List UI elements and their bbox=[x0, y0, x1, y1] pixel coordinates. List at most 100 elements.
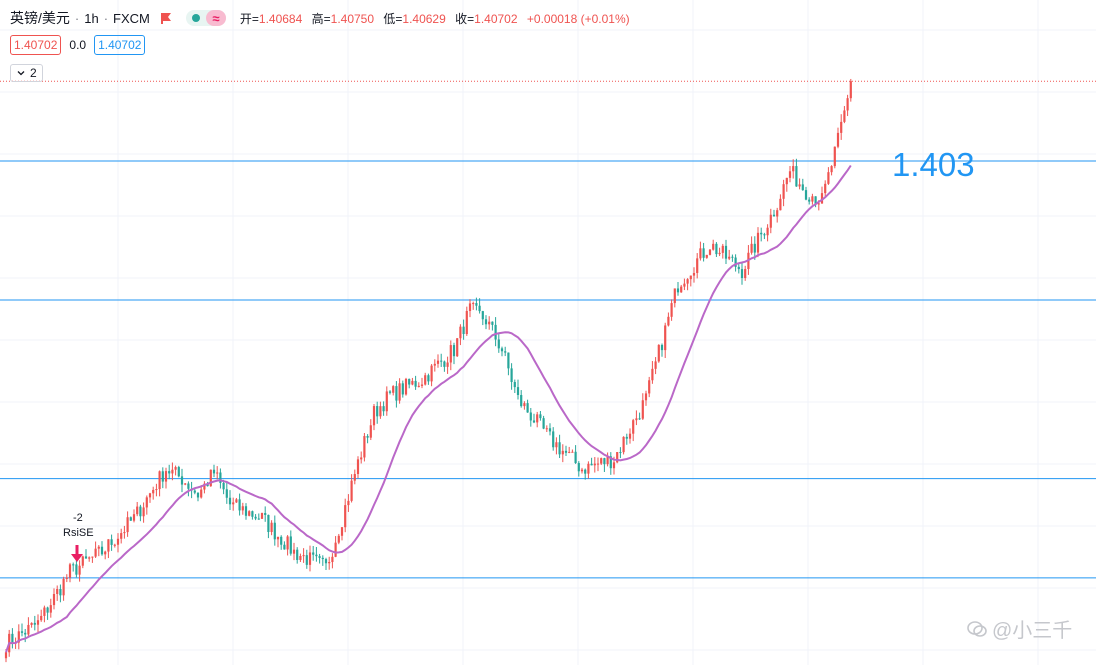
candle-body bbox=[104, 551, 107, 555]
candle-body bbox=[116, 538, 120, 545]
buy-price-button[interactable]: 1.40702 bbox=[94, 35, 146, 55]
candle-body bbox=[251, 511, 254, 517]
symbol-name[interactable]: 英镑/美元 bbox=[10, 10, 70, 26]
candle-body bbox=[324, 559, 328, 564]
candle-body bbox=[817, 203, 820, 205]
candle-body bbox=[139, 506, 142, 517]
candle-body bbox=[120, 533, 123, 539]
candle-body bbox=[836, 132, 840, 147]
candle-body bbox=[580, 469, 584, 472]
market-open-dot-icon bbox=[191, 14, 200, 22]
candle-body bbox=[683, 283, 686, 287]
candle-body bbox=[414, 380, 417, 387]
candle-body bbox=[814, 196, 817, 205]
candle-body bbox=[232, 502, 235, 505]
candle-body bbox=[33, 622, 36, 625]
candle-body bbox=[132, 514, 136, 521]
candle-body bbox=[648, 380, 651, 394]
candle-body bbox=[286, 536, 289, 550]
candle-body bbox=[344, 505, 347, 528]
flag-icon[interactable] bbox=[160, 12, 172, 24]
interval-label[interactable]: 1h bbox=[84, 10, 99, 26]
candle-body bbox=[542, 418, 545, 429]
candle-body bbox=[193, 490, 196, 493]
candle-body bbox=[283, 544, 286, 550]
candle-body bbox=[523, 403, 526, 407]
candle-body bbox=[334, 542, 337, 557]
candle-body bbox=[276, 536, 280, 540]
candle-body bbox=[376, 406, 379, 417]
candle-body bbox=[776, 210, 779, 217]
candle-body bbox=[699, 248, 702, 259]
candle-body bbox=[228, 497, 232, 505]
sell-price-button[interactable]: 1.40702 bbox=[10, 35, 62, 55]
ohlc-close-key: 收= bbox=[455, 11, 475, 26]
candle-body bbox=[420, 384, 424, 386]
candle-body bbox=[609, 456, 612, 469]
candle-body bbox=[830, 166, 833, 173]
candle-body bbox=[72, 564, 75, 566]
signal-value: -2 bbox=[73, 512, 83, 524]
candle-body bbox=[740, 269, 744, 279]
ohlc-values: 开=1.40684 高=1.40750 低=1.40629 收=1.40702 … bbox=[240, 10, 630, 27]
ohlc-close-value: 1.40702 bbox=[474, 11, 518, 26]
candle-body bbox=[811, 196, 814, 202]
candle-body bbox=[292, 549, 296, 554]
indicators-toggle-button[interactable]: 2 bbox=[10, 64, 43, 82]
candle-body bbox=[497, 339, 500, 349]
ohlc-low-key: 低= bbox=[383, 11, 403, 26]
candle-body bbox=[772, 214, 776, 217]
candle-body bbox=[363, 436, 366, 458]
candle-body bbox=[766, 227, 769, 236]
candle-body bbox=[408, 378, 411, 385]
candle-body bbox=[724, 245, 728, 259]
candle-body bbox=[568, 451, 571, 453]
candle-body bbox=[843, 110, 846, 122]
candle-body bbox=[113, 544, 116, 546]
candle-body bbox=[225, 489, 228, 498]
candle-body bbox=[478, 305, 481, 312]
candle-body bbox=[750, 243, 753, 253]
candle-body bbox=[824, 183, 827, 194]
candle-body bbox=[174, 467, 177, 470]
candle-body bbox=[353, 474, 356, 481]
candle-body bbox=[513, 382, 516, 388]
candle-body bbox=[4, 652, 8, 659]
candle-body bbox=[187, 483, 190, 489]
candle-body bbox=[539, 414, 542, 419]
market-status-pill[interactable]: ≈ bbox=[185, 10, 226, 26]
candle-body bbox=[494, 324, 497, 340]
candle-body bbox=[628, 433, 632, 439]
candle-body bbox=[500, 348, 504, 352]
candle-body bbox=[660, 344, 664, 351]
candle-body bbox=[340, 527, 344, 536]
candle-body bbox=[318, 556, 321, 558]
candle-body bbox=[398, 383, 401, 401]
separator: · bbox=[103, 10, 109, 26]
candle-body bbox=[798, 184, 801, 187]
candle-body bbox=[110, 539, 113, 545]
candle-body bbox=[321, 557, 324, 560]
candle-body bbox=[235, 499, 238, 503]
candle-body bbox=[24, 632, 27, 635]
candle-body bbox=[427, 375, 430, 382]
candle-body bbox=[670, 303, 673, 317]
candle-body bbox=[424, 375, 427, 385]
candle-body bbox=[692, 272, 696, 276]
candle-body bbox=[216, 472, 219, 474]
candle-body bbox=[616, 452, 619, 463]
candle-body bbox=[273, 522, 276, 540]
candle-body bbox=[200, 489, 203, 498]
candle-body bbox=[452, 345, 456, 357]
candle-body bbox=[520, 395, 523, 407]
candle-body bbox=[456, 338, 459, 357]
candle-body bbox=[651, 368, 654, 381]
candle-body bbox=[331, 556, 334, 563]
candle-body bbox=[62, 578, 65, 596]
candle-body bbox=[667, 316, 670, 326]
candle-body bbox=[548, 428, 552, 432]
candle-body bbox=[296, 549, 299, 560]
candle-body bbox=[155, 489, 158, 491]
candle-body bbox=[430, 365, 433, 382]
